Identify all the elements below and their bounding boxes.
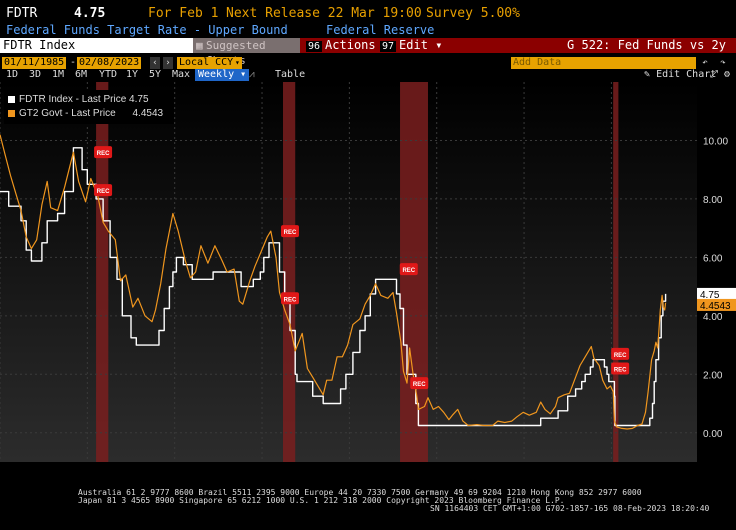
rec-flag[interactable]	[94, 184, 113, 197]
function-toolbar: FDTR Index ▦ Suggested Charts 96Actions …	[0, 38, 736, 67]
rec-flag[interactable]	[280, 292, 299, 305]
y-tick-label: 10.00	[703, 136, 728, 147]
legend-item-fdtr[interactable]: FDTR Index - Last Price 4.75	[8, 93, 149, 106]
chevron-right-icon[interactable]: ›	[163, 57, 173, 69]
rec-flag[interactable]	[410, 377, 429, 390]
for-date: For Feb 1	[148, 6, 219, 21]
security-description: Federal Funds Target Rate - Upper Bound	[6, 23, 288, 37]
header-row: FDTR 4.75 For Feb 1 Next Release 22 Mar …	[0, 6, 736, 24]
legend-value: 4.75	[129, 94, 149, 105]
footer-contacts: Australia 61 2 9777 8600 Brazil 5511 239…	[78, 488, 642, 497]
last-price: 4.75	[74, 6, 106, 21]
edit-label: Edit	[399, 38, 428, 52]
chevron-down-icon[interactable]: ▾	[235, 57, 242, 69]
undo-icon[interactable]: ↶	[700, 57, 710, 69]
series-line-fdtr[interactable]	[0, 147, 667, 427]
currency-label: Local CCY	[179, 57, 234, 68]
actions-shortcut: 96	[306, 41, 323, 52]
redo-icon[interactable]: ↷	[718, 57, 728, 69]
ticker-label: FDTR	[6, 6, 38, 21]
frequency-label: Weekly	[198, 69, 235, 80]
chevron-left-icon[interactable]: ‹	[150, 57, 160, 69]
period-ytd[interactable]: YTD	[99, 69, 118, 80]
period-max[interactable]: Max	[172, 69, 191, 80]
edit-chart-label: Edit Chart	[656, 69, 717, 80]
chart-icon: ▦	[196, 39, 203, 52]
rec-flag[interactable]	[94, 146, 113, 159]
footer-copyright: Japan 81 3 4565 8900 Singapore 65 6212 1…	[78, 496, 565, 505]
legend-swatch	[8, 95, 15, 103]
y-tick-label: 6.00	[703, 253, 723, 264]
zoom-icon[interactable]: ⤢	[710, 69, 718, 80]
recession-band	[613, 82, 619, 462]
end-date-field[interactable]: 02/08/2023	[77, 57, 142, 69]
plot-background	[0, 82, 697, 462]
source-label: Federal Reserve	[326, 23, 435, 37]
line-chart-icon[interactable]: ⩘	[249, 69, 255, 80]
rec-flag-label: REC	[97, 189, 110, 195]
y-tick-label: 2.00	[703, 370, 723, 381]
period-1m[interactable]: 1M	[52, 69, 65, 80]
rec-flag-label: REC	[402, 268, 415, 274]
survey-value: Survey 5.00%	[426, 6, 520, 21]
line-chart[interactable]: REC REC REC REC REC REC REC REC 0.00 2.00 4.00 6.0…	[0, 82, 736, 462]
frequency-select[interactable]: Weekly ▾	[195, 69, 250, 81]
settings-icon[interactable]: ⚙	[724, 69, 731, 80]
legend-name: FDTR Index - Last Price	[19, 94, 127, 105]
edit-chart-button[interactable]: ✎ Edit Chart	[644, 69, 716, 81]
rec-flag-label: REC	[97, 151, 110, 157]
rec-flag-label: REC	[614, 353, 627, 359]
table-button[interactable]: Table	[275, 69, 306, 80]
legend-swatch	[8, 109, 15, 117]
y-tick-label: 0.00	[703, 429, 723, 440]
period-1y[interactable]: 1Y	[126, 69, 139, 80]
last-value-tag	[697, 287, 736, 300]
rec-flag-label: REC	[614, 367, 627, 373]
footer: Australia 61 2 9777 8600 Brazil 5511 239…	[0, 487, 736, 530]
period-6m[interactable]: 6M	[75, 69, 88, 80]
y-tick-label: 8.00	[703, 195, 723, 206]
add-data-input[interactable]: Add Data	[511, 57, 696, 69]
rec-flag-label: REC	[413, 382, 426, 388]
period-1d[interactable]: 1D	[6, 69, 19, 80]
recession-band	[282, 82, 296, 462]
rec-flag[interactable]	[611, 362, 630, 375]
footer-session: SN 1164403 CET GMT+1:00 G702-1857-165 08…	[430, 504, 710, 513]
period-5y[interactable]: 5Y	[149, 69, 162, 80]
currency-select[interactable]: Local CCY	[177, 57, 238, 69]
last-value-label: 4.4543	[700, 301, 731, 312]
legend-value: 4.4543	[132, 108, 164, 119]
actions-label: Actions	[325, 38, 376, 52]
y-tick-label: 4.00	[703, 312, 723, 323]
recession-band	[96, 82, 109, 462]
last-value-tag	[697, 298, 736, 311]
legend-item-gt2[interactable]: GT2 Govt - Last Price 4.4543	[8, 107, 163, 120]
rec-flag[interactable]	[399, 263, 418, 276]
graph-title: G 522: Fed Funds vs 2y	[567, 38, 726, 52]
rec-flag-label: REC	[284, 297, 297, 303]
last-value-label: 4.75	[700, 290, 720, 301]
date-separator: -	[70, 57, 77, 68]
start-date-field[interactable]: 01/11/1985	[2, 57, 67, 69]
description-row: Federal Funds Target Rate - Upper Bound …	[0, 23, 736, 39]
period-3d[interactable]: 3D	[29, 69, 42, 80]
period-row: 1D 3D 1M 6M YTD 1Y 5Y Max Weekly ▾ ⩘ Tab…	[0, 69, 736, 81]
next-release: Next Release 22 Mar 19:00	[226, 6, 422, 21]
edit-shortcut: 97	[380, 41, 397, 52]
suggested-charts-button[interactable]: ▦ Suggested Charts	[193, 38, 300, 67]
edit-menu[interactable]: 97 Edit ▾	[380, 38, 442, 53]
rec-flag[interactable]	[611, 347, 630, 360]
legend-name: GT2 Govt - Last Price	[19, 108, 116, 119]
y-axis-background	[697, 82, 736, 462]
date-range-row: 01/11/1985 - 02/08/2023 ‹ › Local CCY ▾ …	[0, 57, 736, 69]
pencil-icon: ✎	[644, 69, 651, 80]
chart-legend: FDTR Index - Last Price 4.75 GT2 Govt - …	[4, 90, 174, 124]
series-line-gt2[interactable]	[0, 134, 667, 430]
rec-flag-label: REC	[284, 230, 297, 236]
rec-flag[interactable]	[280, 225, 299, 238]
chevron-down-icon: ▾	[435, 38, 443, 52]
